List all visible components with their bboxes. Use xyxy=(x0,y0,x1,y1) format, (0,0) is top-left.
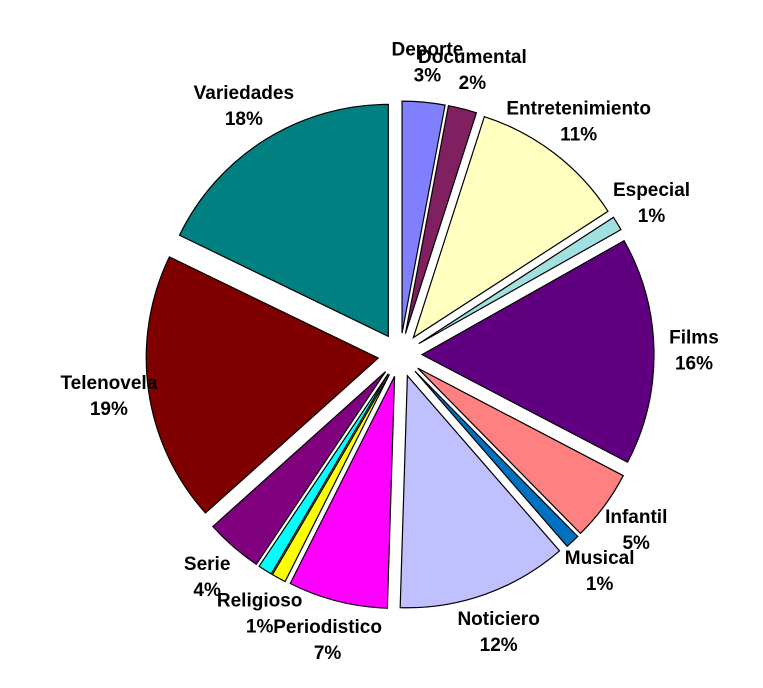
slice-value-label: 7% xyxy=(314,643,342,664)
slice-value-label: 3% xyxy=(414,65,442,86)
slice-value-label: 19% xyxy=(90,399,128,420)
slice-label: Periodistico xyxy=(273,617,382,638)
slice-label: Documental xyxy=(418,47,527,68)
slice-label: Noticiero xyxy=(457,609,539,630)
pie-slice xyxy=(414,370,579,548)
slice-label: Entretenimiento xyxy=(506,99,651,120)
pie-slice xyxy=(404,105,478,334)
pie-slice xyxy=(211,371,387,566)
slice-label: Serie xyxy=(184,554,230,575)
slice-value-label: 12% xyxy=(480,635,518,656)
slice-label: Infantil xyxy=(605,507,667,528)
slice-value-label: 1% xyxy=(246,616,274,637)
pie-slice xyxy=(399,374,561,609)
slice-label: Musical xyxy=(565,548,635,569)
slice-label: Variedades xyxy=(194,83,294,104)
pie-slice xyxy=(258,373,389,575)
pie-slice xyxy=(271,374,391,583)
slice-value-label: 1% xyxy=(586,574,614,595)
slice-value-label: 4% xyxy=(193,580,221,601)
slice-value-label: 2% xyxy=(459,73,487,94)
pie-slice xyxy=(178,103,389,338)
slice-label: Telenovela xyxy=(60,373,157,394)
slice-value-label: 11% xyxy=(560,125,597,146)
slice-label: Films xyxy=(669,327,719,348)
pie-slice xyxy=(412,115,609,339)
slice-label: Deporte xyxy=(391,39,463,60)
pie-slice xyxy=(417,367,625,535)
pie-slice xyxy=(418,216,622,345)
slice-value-label: 1% xyxy=(638,206,666,227)
pie-slice xyxy=(420,239,655,464)
slice-value-label: 16% xyxy=(675,353,713,374)
slice-label: Religioso xyxy=(217,590,303,611)
slice-value-label: 18% xyxy=(225,109,263,130)
slice-label: Especial xyxy=(613,180,690,201)
slice-value-label: 5% xyxy=(622,533,650,554)
pie-slice xyxy=(289,376,396,609)
pie-slice xyxy=(145,256,380,514)
pie-slice xyxy=(401,100,446,334)
